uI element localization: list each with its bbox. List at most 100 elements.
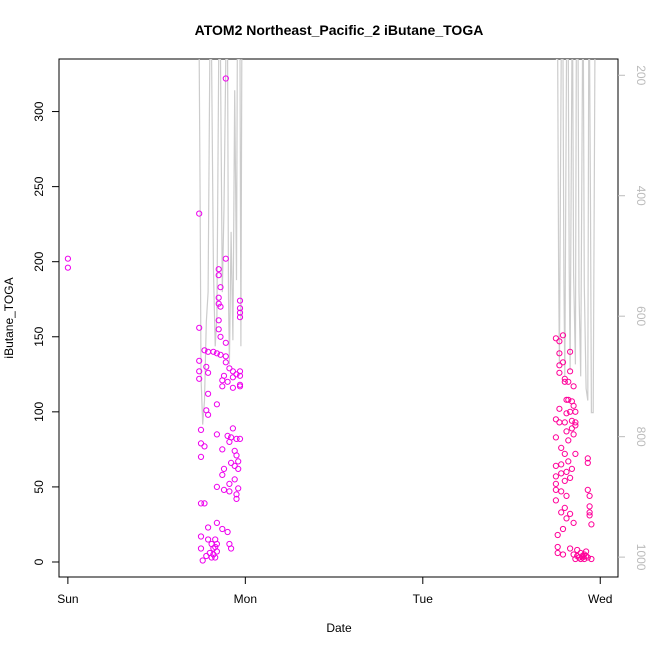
- data-point: [215, 317, 222, 324]
- data-point: [219, 446, 226, 453]
- data-point: [205, 524, 212, 531]
- data-point: [236, 368, 244, 375]
- data-point: [584, 554, 591, 561]
- data-point: [563, 492, 570, 499]
- data-point: [64, 255, 72, 262]
- y2-tick-label: 200: [634, 65, 648, 85]
- data-point: [586, 509, 593, 516]
- series-line: [198, 59, 243, 425]
- data-point: [229, 374, 236, 381]
- data-point: [196, 324, 203, 331]
- data-point: [233, 435, 240, 442]
- data-point: [233, 491, 240, 498]
- data-point: [233, 371, 240, 378]
- data-point: [558, 461, 565, 468]
- data-point: [561, 450, 568, 457]
- data-point: [568, 417, 576, 424]
- data-point: [552, 416, 560, 423]
- y2-tick-label: 600: [634, 306, 648, 326]
- data-point: [235, 458, 242, 465]
- data-point: [586, 492, 593, 499]
- data-point: [556, 405, 563, 412]
- data-point: [552, 480, 560, 487]
- data-point: [556, 350, 563, 357]
- data-point: [556, 338, 563, 345]
- y2-tick-label: 400: [634, 186, 648, 206]
- data-point: [210, 551, 217, 558]
- data-point: [563, 468, 570, 475]
- data-point: [203, 552, 210, 560]
- y2-tick-label: 1000: [634, 544, 648, 571]
- data-point: [236, 372, 244, 379]
- data-point: [197, 440, 205, 447]
- data-point: [235, 465, 242, 472]
- data-point: [235, 485, 242, 492]
- x-tick-label: Sun: [57, 592, 78, 606]
- data-point: [567, 545, 574, 552]
- data-point: [572, 408, 579, 415]
- data-point: [233, 452, 240, 459]
- data-point: [220, 465, 228, 472]
- data-point: [586, 512, 593, 519]
- plot-frame: [58, 58, 619, 578]
- data-point: [215, 272, 222, 279]
- data-point: [584, 486, 591, 493]
- x-axis-label: Date: [326, 621, 352, 635]
- data-point: [210, 545, 217, 552]
- data-point: [584, 455, 591, 462]
- data-point: [205, 536, 212, 543]
- data-point: [552, 473, 560, 480]
- data-point: [236, 309, 244, 316]
- data-point: [208, 554, 215, 561]
- data-point: [228, 545, 235, 552]
- data-point: [197, 500, 205, 507]
- data-point: [222, 75, 229, 82]
- data-point: [565, 378, 572, 385]
- data-point: [554, 531, 561, 539]
- data-point: [556, 362, 563, 369]
- data-point: [231, 462, 238, 469]
- data-point: [581, 551, 588, 558]
- data-point: [217, 333, 224, 340]
- data-point: [552, 335, 560, 342]
- data-point: [205, 390, 212, 397]
- data-point: [197, 545, 205, 552]
- data-point: [570, 383, 577, 390]
- data-point: [559, 332, 567, 339]
- data-point: [213, 350, 220, 357]
- data-point: [220, 486, 228, 493]
- data-point: [201, 443, 208, 450]
- data-point: [210, 348, 217, 355]
- data-point: [197, 533, 205, 540]
- data-point: [570, 402, 577, 409]
- data-point: [559, 551, 567, 558]
- data-point: [558, 470, 565, 477]
- data-point: [196, 368, 203, 375]
- data-point: [64, 264, 72, 271]
- data-point: [563, 515, 570, 522]
- data-point: [570, 519, 577, 527]
- x-tick-label: Mon: [234, 592, 257, 606]
- data-point: [556, 419, 563, 426]
- chart-title: ATOM2 Northeast_Pacific_2 iButane_TOGA: [195, 22, 484, 38]
- data-point: [236, 381, 244, 388]
- data-point: [224, 378, 231, 385]
- data-point: [561, 378, 568, 385]
- y-tick-label: 300: [32, 101, 46, 121]
- data-point: [226, 365, 233, 372]
- data-point: [588, 521, 595, 528]
- y-tick-label: 200: [32, 251, 46, 271]
- data-point: [222, 255, 229, 262]
- data-point: [219, 383, 226, 390]
- data-point: [226, 488, 233, 495]
- data-point: [574, 546, 581, 554]
- data-point: [199, 557, 206, 564]
- data-point: [236, 305, 244, 312]
- data-point: [561, 477, 568, 484]
- data-point: [212, 554, 219, 561]
- data-point: [229, 368, 236, 375]
- series-line: [555, 59, 596, 414]
- data-point: [556, 369, 563, 376]
